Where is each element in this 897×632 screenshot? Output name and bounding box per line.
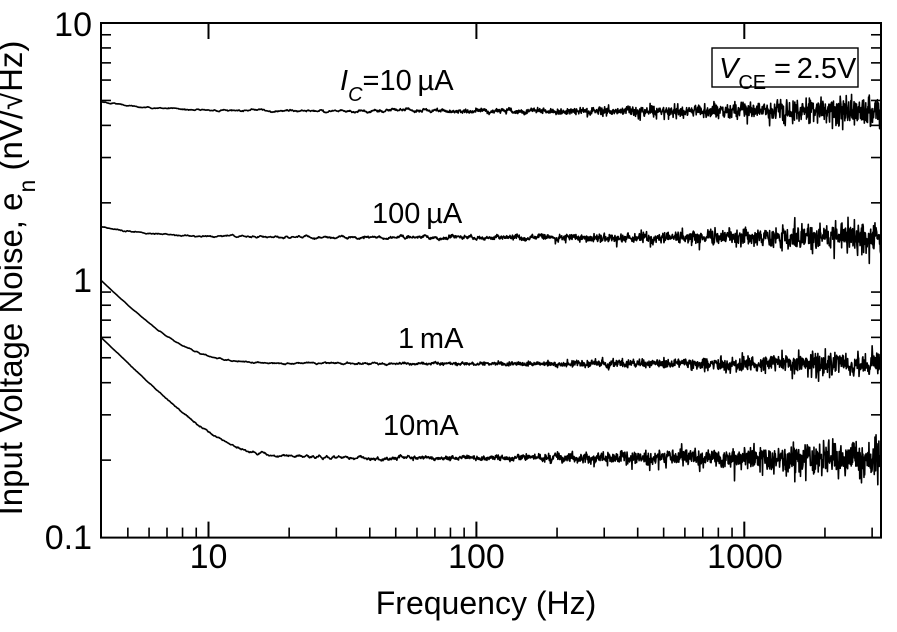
svg-text:IC=10 µA: IC=10 µA (340, 65, 454, 106)
svg-text:100: 100 (448, 538, 505, 576)
svg-text:10: 10 (54, 6, 92, 44)
svg-text:0.1: 0.1 (45, 519, 92, 557)
svg-text:10: 10 (190, 538, 228, 576)
svg-text:1: 1 (73, 262, 92, 300)
svg-text:1000: 1000 (707, 538, 783, 576)
svg-text:10mA: 10mA (383, 410, 459, 442)
svg-text:VCE = 2.5V: VCE = 2.5V (719, 53, 857, 94)
svg-text:1 mA: 1 mA (398, 323, 464, 355)
svg-text:100 µA: 100 µA (372, 198, 463, 230)
svg-text:Input Voltage Noise, en (nV/√H: Input Voltage Noise, en (nV/√Hz) (0, 41, 40, 516)
svg-text:Frequency (Hz): Frequency (Hz) (376, 585, 597, 621)
